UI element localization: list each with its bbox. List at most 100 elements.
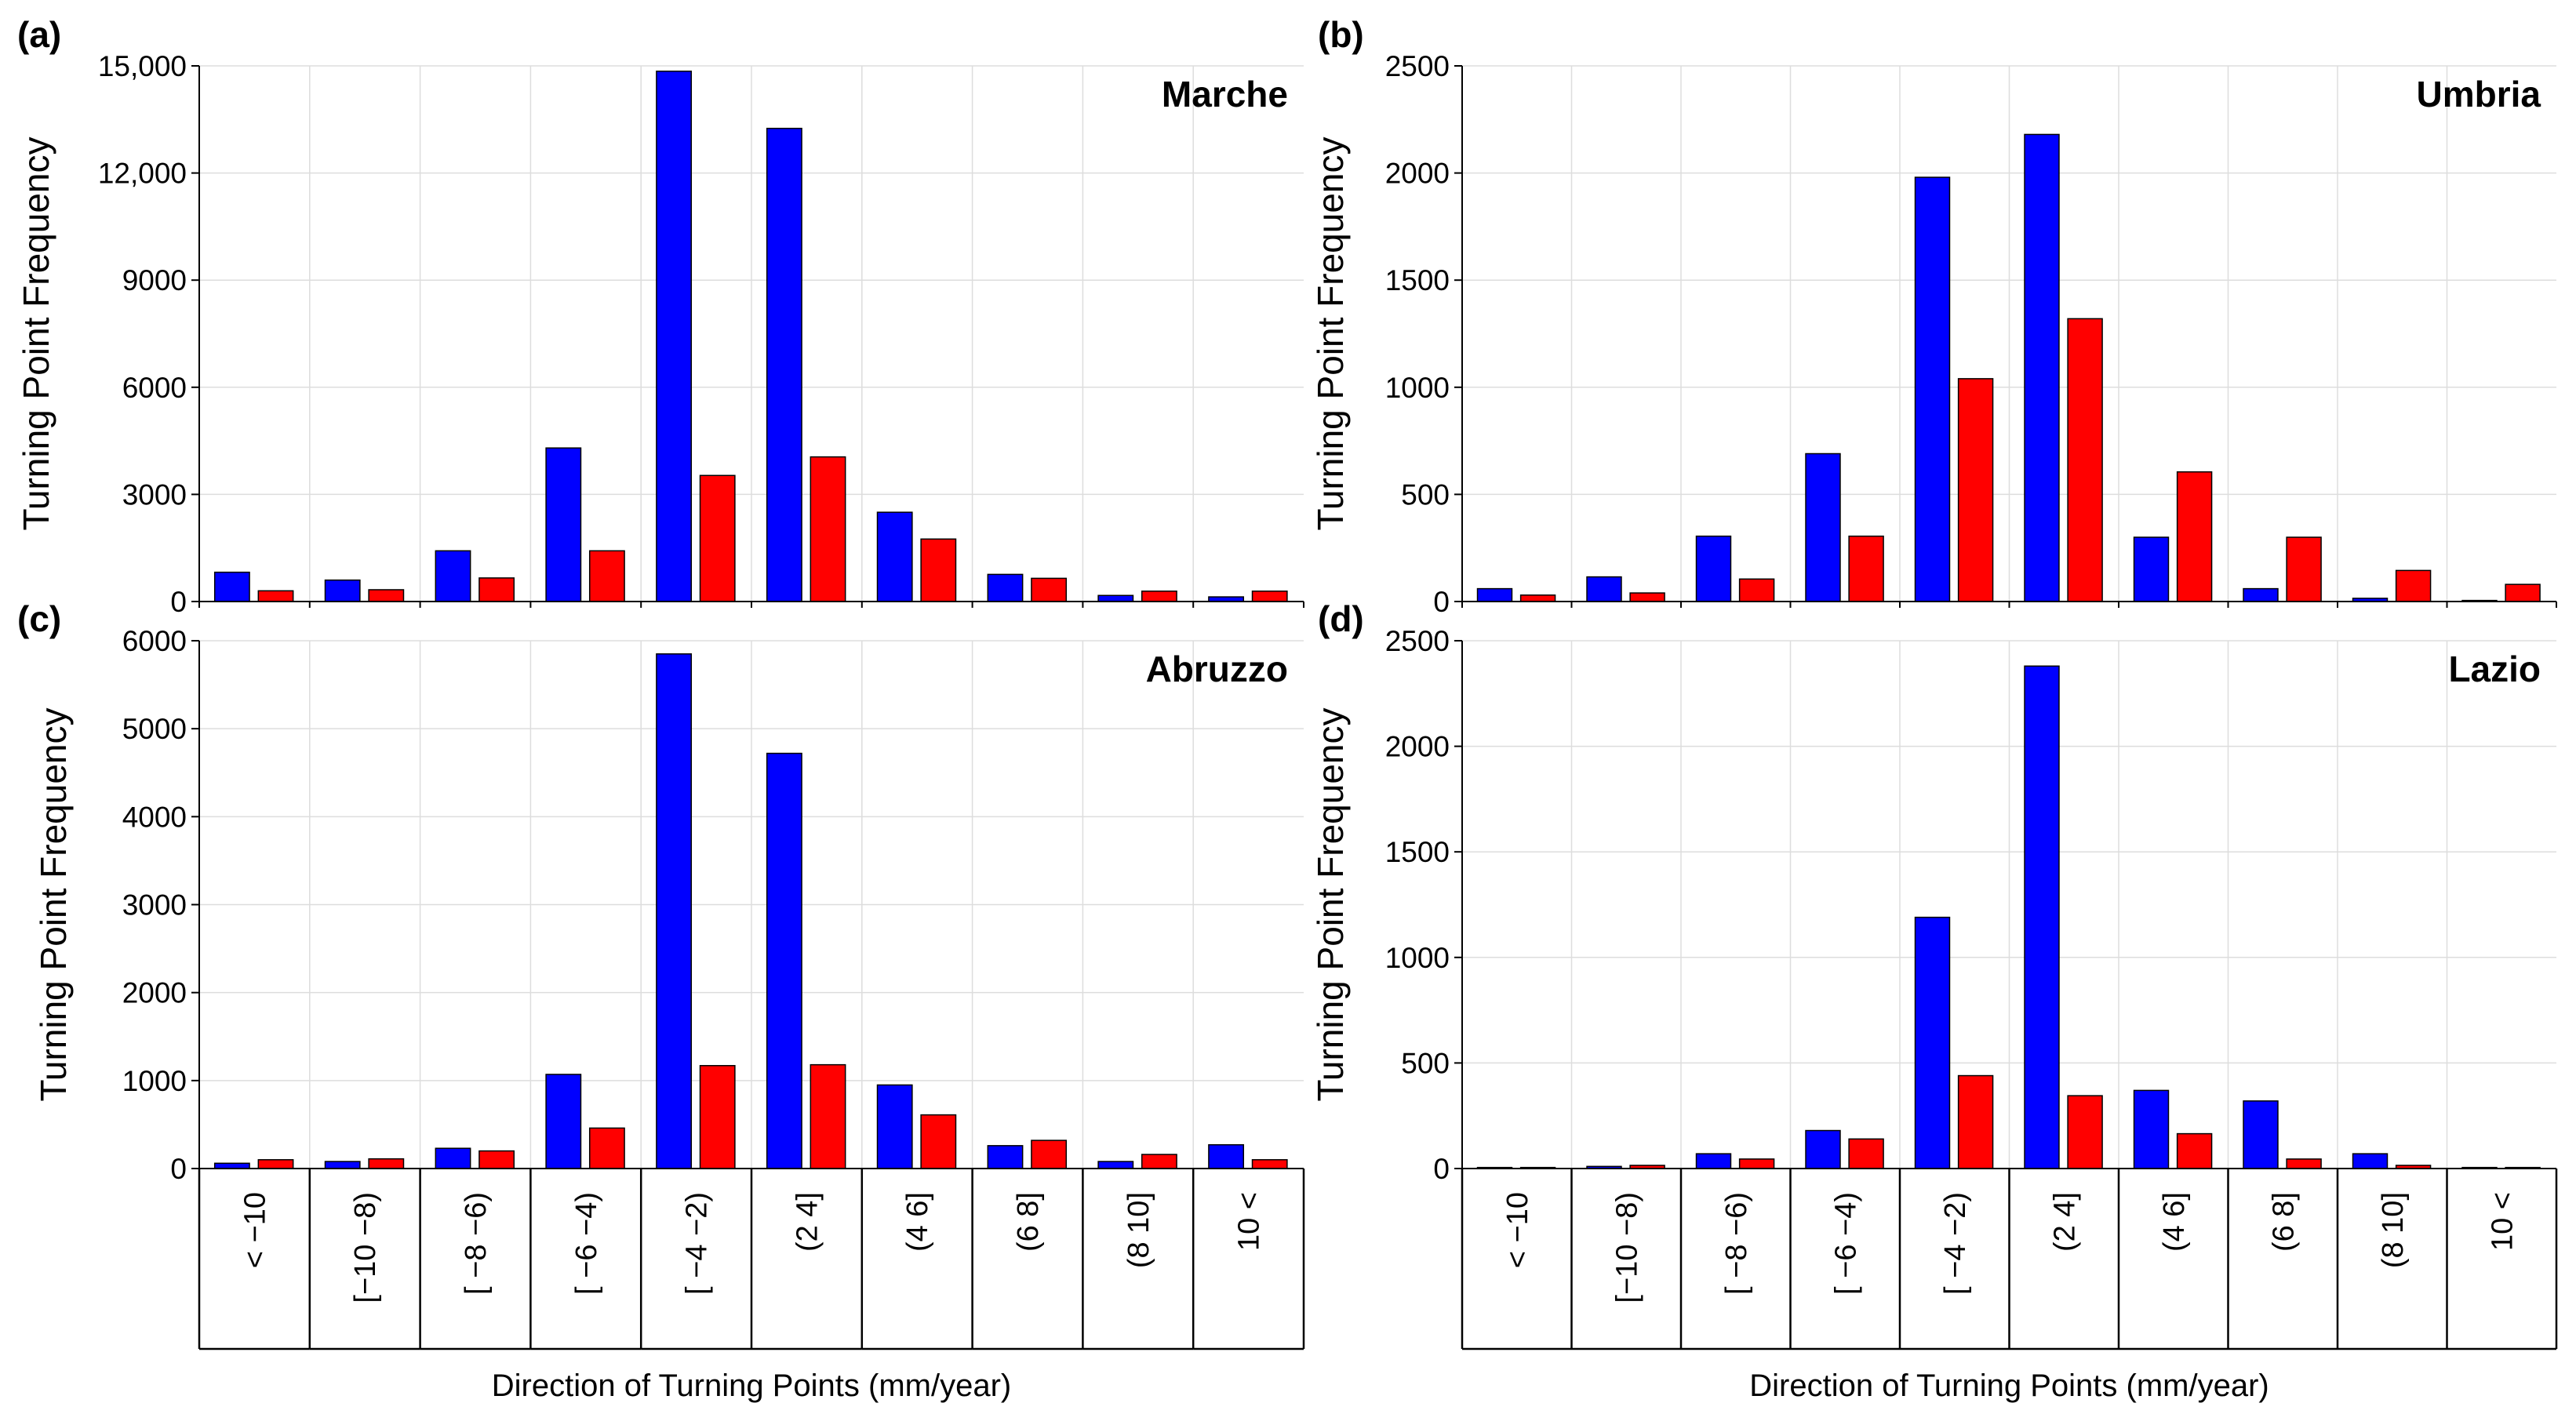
- bar-blue: [2352, 1153, 2389, 1169]
- y-tick-label: 3000: [122, 478, 187, 511]
- y-axis-title: Turning Point Frequency: [33, 707, 74, 1101]
- y-tick-label: 500: [1401, 478, 1450, 511]
- bar-blue: [1586, 576, 1622, 602]
- x-category-label: (6 8]: [1012, 1192, 1045, 1252]
- y-tick-label: 9000: [122, 264, 187, 296]
- x-category-label: [−10 −8): [1610, 1192, 1643, 1303]
- bar-blue: [1914, 916, 1951, 1169]
- y-tick-label: 2500: [1385, 50, 1450, 82]
- y-axis-title: Turning Point Frequency: [1310, 707, 1351, 1101]
- bar-blue: [2024, 133, 2060, 602]
- bar-red: [1141, 1154, 1177, 1169]
- bar-blue: [2133, 1089, 2170, 1169]
- bar-red: [478, 577, 515, 602]
- y-tick-label: 0: [170, 1153, 187, 1185]
- x-axis-title: Direction of Turning Points (mm/year): [492, 1369, 1011, 1403]
- bar-blue: [1914, 176, 1951, 602]
- bar-blue: [987, 573, 1024, 602]
- y-tick-label: 2000: [1385, 731, 1450, 763]
- y-tick-label: 0: [1433, 586, 1450, 618]
- bar-blue: [766, 752, 802, 1169]
- bar-red: [2176, 471, 2213, 602]
- region-title: Umbria: [2417, 74, 2541, 115]
- bar-red: [1629, 592, 1665, 602]
- x-axis-title: Direction of Turning Points (mm/year): [1749, 1369, 2269, 1403]
- chart-panel-marche: 0 3000 6000 9000 12,000 15,000 Turning Point F…: [16, 14, 1304, 618]
- bar-blue: [2243, 587, 2279, 602]
- bar-blue: [2133, 536, 2170, 602]
- bar-red: [1031, 577, 1068, 602]
- x-category-label: (2 4]: [2048, 1192, 2081, 1252]
- bar-blue: [545, 1074, 582, 1169]
- bar-blue: [1208, 1143, 1245, 1169]
- x-category-label: [ −8 −6): [1720, 1192, 1753, 1295]
- bar-blue: [876, 1084, 913, 1169]
- bar-red: [920, 1114, 957, 1169]
- bar-blue: [1695, 1153, 1732, 1169]
- y-tick-label: 15,000: [98, 50, 187, 82]
- x-category-label: 10 <: [2486, 1192, 2519, 1251]
- bar-blue: [1097, 594, 1134, 602]
- bar-blue: [766, 127, 802, 602]
- y-tick-label: 1000: [122, 1065, 187, 1097]
- y-tick-label: 6000: [122, 372, 187, 404]
- y-tick-label: 500: [1401, 1047, 1450, 1079]
- y-tick-label: 12,000: [98, 158, 187, 190]
- bar-red: [810, 1063, 846, 1169]
- x-category-label: [−10 −8): [349, 1192, 382, 1303]
- bar-blue: [2024, 665, 2060, 1169]
- bar-red: [1957, 378, 1994, 602]
- y-tick-label: 3000: [122, 889, 187, 921]
- bar-red: [1251, 591, 1288, 602]
- bar-red: [2067, 1095, 2103, 1169]
- bar-red: [2176, 1132, 2213, 1169]
- y-tick-label: 1500: [1385, 264, 1450, 296]
- y-tick-label: 1500: [1385, 836, 1450, 868]
- bar-red: [1738, 1158, 1775, 1169]
- bar-blue: [213, 1162, 250, 1169]
- bar-blue: [987, 1145, 1024, 1169]
- bar-red: [1848, 535, 1884, 602]
- bar-red: [478, 1150, 515, 1169]
- x-category-label: (8 10]: [1122, 1192, 1155, 1268]
- y-tick-label: 2000: [1385, 158, 1450, 190]
- panel-label: (c): [17, 598, 61, 639]
- x-category-label: [ −8 −6): [460, 1192, 493, 1295]
- x-category-label: [ −6 −4): [1829, 1192, 1862, 1295]
- bar-red: [2067, 318, 2103, 602]
- y-tick-label: 0: [170, 586, 187, 618]
- bar-red: [699, 474, 736, 602]
- bar-red: [1957, 1074, 1994, 1169]
- chart-panel-lazio: 0 500 1000 1500 2000 2500 Turning Point Freque…: [1310, 598, 2558, 1403]
- chart-panel-abruzzo: 0 1000 2000 3000 4000 5000 6000 Turning Point F…: [17, 598, 1305, 1403]
- bar-red: [368, 589, 405, 602]
- chart-panel-umbria: 0 500 1000 1500 2000 2500 Turning Point Freque…: [1310, 14, 2557, 618]
- bar-red: [699, 1065, 736, 1169]
- y-axis-title: Turning Point Frequency: [16, 136, 56, 530]
- x-category-label: 10 <: [1233, 1192, 1266, 1251]
- bar-blue: [545, 447, 582, 602]
- bar-blue: [435, 1147, 471, 1169]
- region-title: Lazio: [2448, 649, 2541, 689]
- y-tick-label: 1000: [1385, 942, 1450, 974]
- x-category-label: < −10: [1501, 1192, 1534, 1268]
- bar-blue: [435, 550, 471, 602]
- x-category-label: [ −4 −2): [1939, 1192, 1972, 1295]
- bar-red: [1738, 578, 1775, 602]
- region-title: Marche: [1162, 74, 1288, 115]
- bar-blue: [213, 571, 250, 602]
- bar-red: [2505, 583, 2541, 602]
- bar-red: [1141, 591, 1177, 602]
- bar-red: [257, 1159, 294, 1169]
- bar-red: [2395, 569, 2432, 602]
- bar-blue: [656, 71, 693, 602]
- x-category-label: (4 6]: [901, 1192, 934, 1252]
- bar-blue: [1476, 587, 1513, 602]
- y-tick-label: 2500: [1385, 625, 1450, 657]
- bar-red: [588, 1127, 625, 1169]
- bar-blue: [324, 579, 361, 602]
- x-category-label: [ −4 −2): [681, 1192, 714, 1295]
- bar-red: [1251, 1159, 1288, 1169]
- y-tick-label: 6000: [122, 625, 187, 657]
